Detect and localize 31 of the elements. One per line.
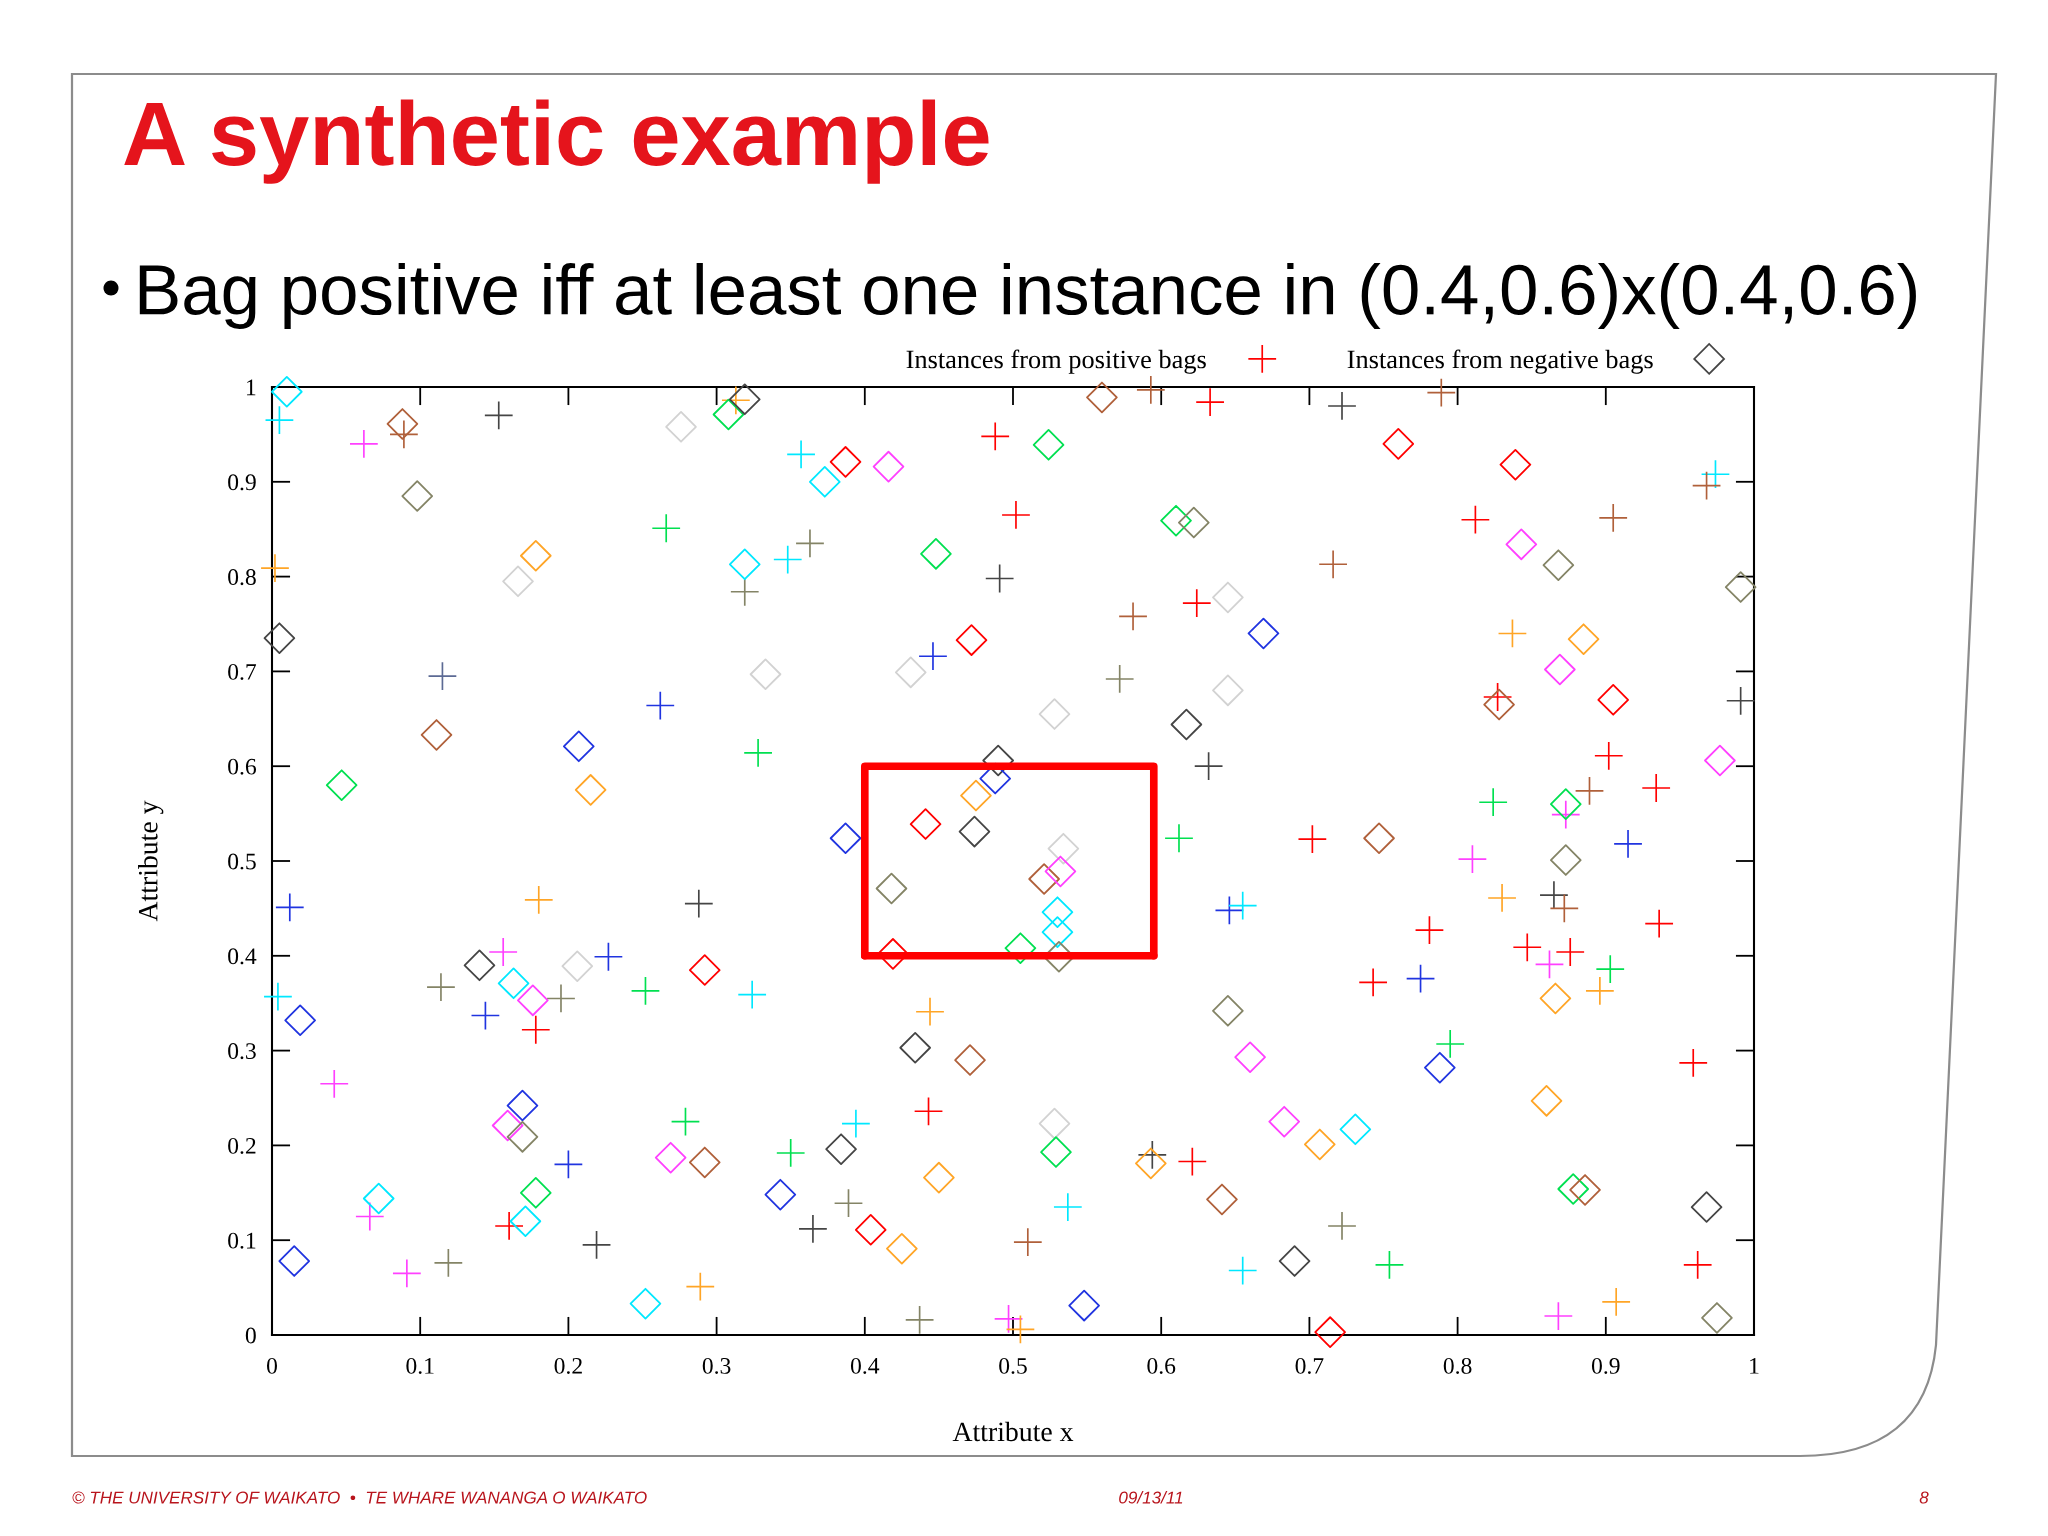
- x-tick-label: 0.9: [1591, 1357, 1620, 1374]
- y-tick-label: 0.6: [228, 758, 257, 775]
- x-tick-label: 0.3: [702, 1357, 731, 1374]
- x-tick-label: 0.8: [1443, 1357, 1472, 1374]
- text: © THE UNIVERSITY OF WAIKATO • TE WHARE WANANGA O WAIKATO: [72, 1491, 647, 1504]
- text: 09/13/11: [1119, 1491, 1183, 1504]
- y-tick-label: 0: [245, 1327, 256, 1344]
- x-tick-label: 1: [1750, 1358, 1759, 1374]
- x-tick-label: 0.1: [406, 1357, 434, 1374]
- chart-subtitle: Bag positive iff at least one instance in (0.4,0.6)x(0.4,0.6): [139, 262, 1916, 330]
- y-tick-label: 0.3: [228, 1043, 256, 1060]
- y-axis-title: Attribute y: [138, 800, 164, 922]
- y-tick-label: 0.5: [228, 853, 256, 870]
- x-tick-label: 0.4: [850, 1357, 880, 1374]
- y-tick-label: 0.8: [228, 569, 256, 586]
- y-tick-label: 0.7: [228, 663, 257, 680]
- x-tick-label: 0.2: [554, 1357, 582, 1374]
- x-tick-label: 0.7: [1295, 1357, 1324, 1374]
- legend-label: Instances from positive bags: [906, 349, 1206, 374]
- x-tick-label: 0.5: [999, 1357, 1027, 1374]
- x-axis-title: Attribute x: [952, 1421, 1074, 1442]
- y-tick-label: 0.2: [228, 1137, 256, 1154]
- chart-title: A synthetic example: [124, 99, 989, 184]
- x-tick-label: 0.6: [1147, 1357, 1176, 1374]
- x-tick-label: 0: [267, 1357, 277, 1374]
- y-tick-label: 0.4: [228, 948, 257, 965]
- y-tick-label: 0.9: [228, 474, 256, 491]
- text: 8: [1919, 1491, 1929, 1504]
- legend-label: Instances from negative bags: [1347, 349, 1653, 374]
- y-tick-label: 0.1: [228, 1232, 256, 1249]
- y-tick-label: 1: [246, 379, 256, 396]
